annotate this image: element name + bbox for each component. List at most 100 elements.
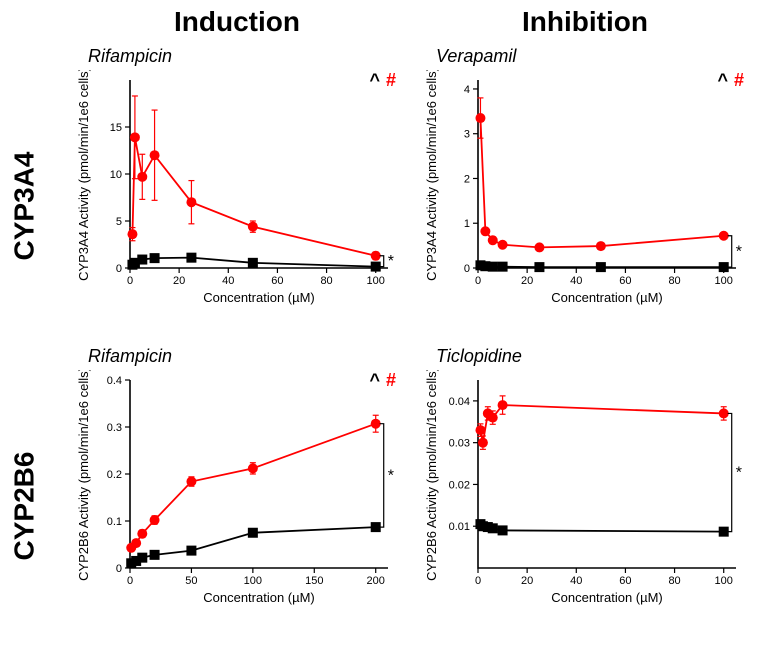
column-header-induction: Induction [72,6,402,38]
chart-svg: 020406080100051015Concentration (µM)CYP3… [72,70,402,318]
svg-text:100: 100 [715,575,733,587]
svg-text:0: 0 [116,263,122,275]
marker-black [488,262,498,272]
marker-red [719,231,729,241]
svg-text:5: 5 [116,216,122,228]
marker-black [150,550,160,560]
marker-red [478,438,488,448]
star-icon: * [736,243,742,260]
svg-text:0.4: 0.4 [107,375,122,387]
svg-text:0.01: 0.01 [449,521,470,533]
marker-red [130,132,140,142]
svg-text:40: 40 [570,275,582,287]
panel-title: Rifampicin [88,346,172,367]
series-line-red [132,137,375,255]
marker-black [488,523,498,533]
marker-red [131,538,141,548]
svg-text:0.3: 0.3 [107,422,122,434]
chart-svg: 0 20 40 60 80 100 0 1 2 3 4 Concentration (µM) CYP3A… [420,70,750,318]
svg-text:0: 0 [475,275,481,287]
marker-red [475,425,485,435]
chart-svg: 05010015020000.10.20.30.4Concentration (… [72,370,402,618]
svg-text:80: 80 [668,275,680,287]
marker-red [248,463,258,473]
svg-text:60: 60 [271,275,283,287]
svg-text:20: 20 [521,575,533,587]
marker-black [248,528,258,538]
star-icon: * [736,465,742,482]
svg-text:0.1: 0.1 [107,516,122,528]
panel-inhibition-cyp2b6: Ticlopidine0204060801000.010.020.030.04C… [420,348,750,618]
svg-text:3: 3 [464,129,470,141]
marker-black [371,522,381,532]
marker-red [150,515,160,525]
star-icon: * [388,253,394,270]
svg-text:0: 0 [127,575,133,587]
svg-text:60: 60 [619,575,631,587]
x-axis-label: Concentration (µM) [203,290,315,305]
marker-red [137,529,147,539]
series-line-red [480,118,723,247]
marker-red [127,229,137,239]
marker-black [137,255,147,265]
marker-red [488,413,498,423]
marker-red [480,226,490,236]
svg-text:50: 50 [185,575,197,587]
svg-text:100: 100 [715,275,733,287]
x-axis-label: Concentration (µM) [203,590,315,605]
marker-red [475,113,485,123]
svg-text:2: 2 [464,173,470,185]
svg-text:1: 1 [464,218,470,230]
marker-black [186,546,196,556]
panel-induction-cyp2b6: Rifampicin^#05010015020000.10.20.30.4Con… [72,348,402,618]
marker-black [150,253,160,263]
svg-text:150: 150 [305,575,323,587]
svg-text:100: 100 [367,275,385,287]
svg-text:10: 10 [110,169,122,181]
y-axis-label: CYP2B6 Activity (pmol/min/1e6 cells) [76,370,91,581]
row-header-cyp3a4: CYP3A4 [8,152,40,261]
svg-text:40: 40 [570,575,582,587]
series-line-red [480,405,723,443]
column-header-inhibition: Inhibition [420,6,750,38]
svg-text:4: 4 [464,84,470,96]
svg-text:0.04: 0.04 [449,396,470,408]
svg-text:0.2: 0.2 [107,469,122,481]
marker-red [186,197,196,207]
svg-text:0: 0 [464,263,470,275]
svg-text:0.02: 0.02 [449,479,470,491]
row-header-cyp2b6: CYP2B6 [8,452,40,561]
y-axis-label: CYP3A4 Activity (pmol/min/1e6 cells) [424,70,439,281]
panel-title: Ticlopidine [436,346,522,367]
marker-red [488,235,498,245]
svg-text:60: 60 [619,275,631,287]
x-axis-label: Concentration (µM) [551,290,663,305]
marker-red [498,240,508,250]
marker-red [596,241,606,251]
marker-black [534,262,544,272]
marker-red [248,222,258,232]
panel-title: Rifampicin [88,46,172,67]
marker-red [137,172,147,182]
panel-induction-cyp3a4: Rifampicin^#020406080100051015Concentrat… [72,48,402,318]
marker-black [719,527,729,537]
marker-red [371,419,381,429]
marker-black [137,553,147,563]
comparison-bracket [380,424,384,527]
marker-black [596,262,606,272]
svg-text:15: 15 [110,122,122,134]
y-axis-label: CYP2B6 Activity (pmol/min/1e6 cells) [424,370,439,581]
marker-black [248,258,258,268]
panel-inhibition-cyp3a4: Verapamil^#02040608010001234Concentratio… [420,48,750,318]
svg-text:0.03: 0.03 [449,438,470,450]
marker-black [186,253,196,263]
svg-text:20: 20 [521,275,533,287]
figure-root: Induction Inhibition CYP3A4 CYP2B6 Rifam… [0,0,773,657]
marker-red [534,242,544,252]
svg-text:20: 20 [173,275,185,287]
svg-text:40: 40 [222,275,234,287]
svg-text:100: 100 [244,575,262,587]
y-axis-label: CYP3A4 Activity (pmol/min/1e6 cells) [76,70,91,281]
comparison-bracket [728,413,732,531]
marker-black [719,262,729,272]
